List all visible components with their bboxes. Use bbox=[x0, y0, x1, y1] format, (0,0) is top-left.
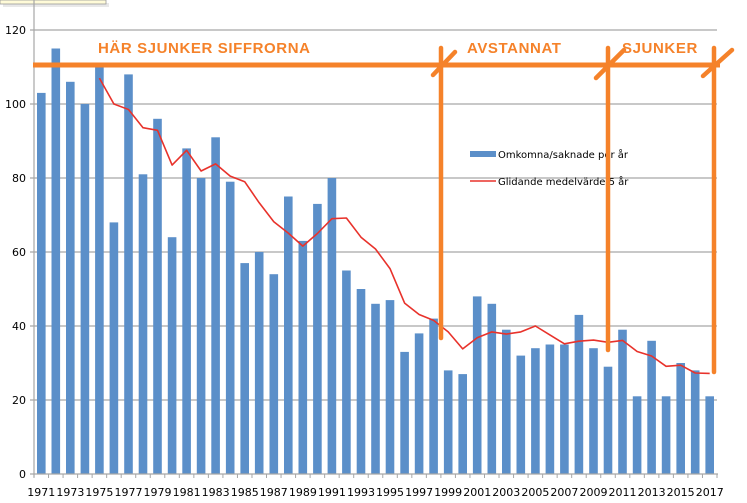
bar-2002 bbox=[487, 303, 497, 474]
x-tick-label: 1977 bbox=[114, 486, 142, 499]
y-tick-label: 0 bbox=[19, 468, 26, 481]
bar-1971 bbox=[37, 92, 46, 475]
bar-1991 bbox=[327, 178, 337, 474]
annotation-phase2: AVSTANNAT bbox=[467, 40, 562, 57]
tooltip-box bbox=[0, 0, 109, 7]
x-tick-label: 1991 bbox=[318, 486, 346, 499]
bar-2006 bbox=[545, 344, 555, 474]
x-tick-label: 1973 bbox=[56, 486, 84, 499]
bar-1993 bbox=[356, 289, 366, 474]
bar-1999 bbox=[443, 370, 453, 474]
x-axis: 1971 1973 1975 1977 1979 1981 1983 1985 1987 1989… bbox=[27, 473, 724, 499]
x-tick-label: 2009 bbox=[579, 486, 607, 499]
x-tick-label: 2007 bbox=[550, 486, 578, 499]
x-tick-label: 1989 bbox=[289, 486, 317, 499]
bar-1990 bbox=[313, 203, 322, 474]
bar-1979 bbox=[153, 118, 162, 475]
bar-1981 bbox=[182, 148, 191, 474]
bar-2008 bbox=[574, 314, 584, 474]
bar-2004 bbox=[516, 355, 526, 474]
bar-2009 bbox=[589, 348, 598, 474]
bar-1972 bbox=[51, 48, 61, 474]
x-tick-label: 1981 bbox=[173, 486, 201, 499]
bar-1983 bbox=[211, 137, 220, 475]
bar-2016 bbox=[690, 370, 700, 474]
bar-1986 bbox=[254, 252, 264, 474]
y-tick-label: 40 bbox=[12, 320, 26, 333]
bar-1989 bbox=[298, 240, 308, 474]
x-tick-label: 1993 bbox=[347, 486, 375, 499]
bar-2010 bbox=[603, 366, 613, 474]
x-tick-label: 1997 bbox=[405, 486, 433, 499]
bar-1973 bbox=[66, 81, 75, 475]
bar-1974 bbox=[80, 104, 90, 474]
x-tick-label: 2005 bbox=[521, 486, 549, 499]
bar-2011 bbox=[618, 329, 627, 474]
bar-1982 bbox=[196, 178, 206, 474]
bar-1984 bbox=[225, 181, 235, 474]
annotation-phase3: SJUNKER bbox=[622, 40, 698, 57]
y-tick-label: 20 bbox=[12, 394, 26, 407]
bar-1995 bbox=[385, 300, 395, 474]
divider-2017-slash bbox=[700, 47, 735, 79]
x-tick-label: 1985 bbox=[231, 486, 259, 499]
legend-swatch-bar bbox=[470, 151, 496, 157]
bar-1975 bbox=[95, 67, 104, 474]
bar-1992 bbox=[342, 270, 351, 474]
bar-1977 bbox=[124, 74, 133, 475]
bar-2003 bbox=[502, 329, 511, 474]
y-tick-label: 80 bbox=[12, 172, 26, 185]
legend-label-line: Glidande medelvärde 5 år bbox=[498, 175, 629, 188]
moving-average-line bbox=[98, 77, 710, 375]
bar-2017 bbox=[705, 396, 714, 474]
bar-2013 bbox=[647, 340, 656, 474]
bar-1976 bbox=[109, 222, 119, 474]
bar-2014 bbox=[661, 396, 671, 474]
legend: Omkomna/saknade per år Glidande medelvär… bbox=[470, 148, 629, 188]
x-tick-label: 2001 bbox=[463, 486, 491, 499]
bar-1994 bbox=[371, 303, 380, 474]
bar-2005 bbox=[531, 348, 540, 474]
bar-1987 bbox=[269, 274, 279, 474]
y-tick-label: 100 bbox=[5, 98, 26, 111]
bar-1980 bbox=[167, 237, 177, 474]
bar-2000 bbox=[458, 374, 467, 474]
bar-2007 bbox=[560, 344, 569, 474]
x-tick-label: 1983 bbox=[202, 486, 230, 499]
x-tick-label: 2013 bbox=[638, 486, 666, 499]
y-tick-label: 120 bbox=[5, 24, 26, 37]
x-tick-label: 2003 bbox=[492, 486, 520, 499]
bar-1988 bbox=[284, 196, 293, 474]
y-axis: 0 20 40 60 80 100 120 bbox=[5, 0, 35, 481]
x-tick-label: 1987 bbox=[260, 486, 288, 499]
bar-1996 bbox=[400, 351, 409, 474]
phase-annotations bbox=[33, 45, 735, 375]
x-tick-label: 2015 bbox=[667, 486, 695, 499]
bar-1998 bbox=[429, 318, 438, 474]
x-tick-label: 1975 bbox=[85, 486, 113, 499]
bar-2001 bbox=[472, 296, 482, 474]
x-tick-label: 1995 bbox=[376, 486, 404, 499]
x-tick-label: 2017 bbox=[696, 486, 724, 499]
x-tick-label: 2011 bbox=[609, 486, 637, 499]
bar-series bbox=[37, 48, 714, 475]
moving-average-polyline bbox=[98, 77, 710, 375]
bar-2012 bbox=[632, 396, 642, 474]
bar-2015 bbox=[676, 363, 685, 474]
y-tick-label: 60 bbox=[12, 246, 26, 259]
x-tick-label: 1979 bbox=[144, 486, 172, 499]
x-tick-label: 1971 bbox=[27, 486, 55, 499]
annotation-phase1: HÄR SJUNKER SIFFRORNA bbox=[98, 40, 311, 57]
divider-2010-slash bbox=[593, 47, 627, 81]
bar-1997 bbox=[414, 333, 424, 474]
bar-1978 bbox=[138, 174, 148, 475]
divider-1999-slash bbox=[430, 49, 458, 78]
x-tick-label: 1999 bbox=[434, 486, 462, 499]
legend-label-bars: Omkomna/saknade per år bbox=[498, 148, 629, 161]
bar-1985 bbox=[240, 263, 249, 474]
